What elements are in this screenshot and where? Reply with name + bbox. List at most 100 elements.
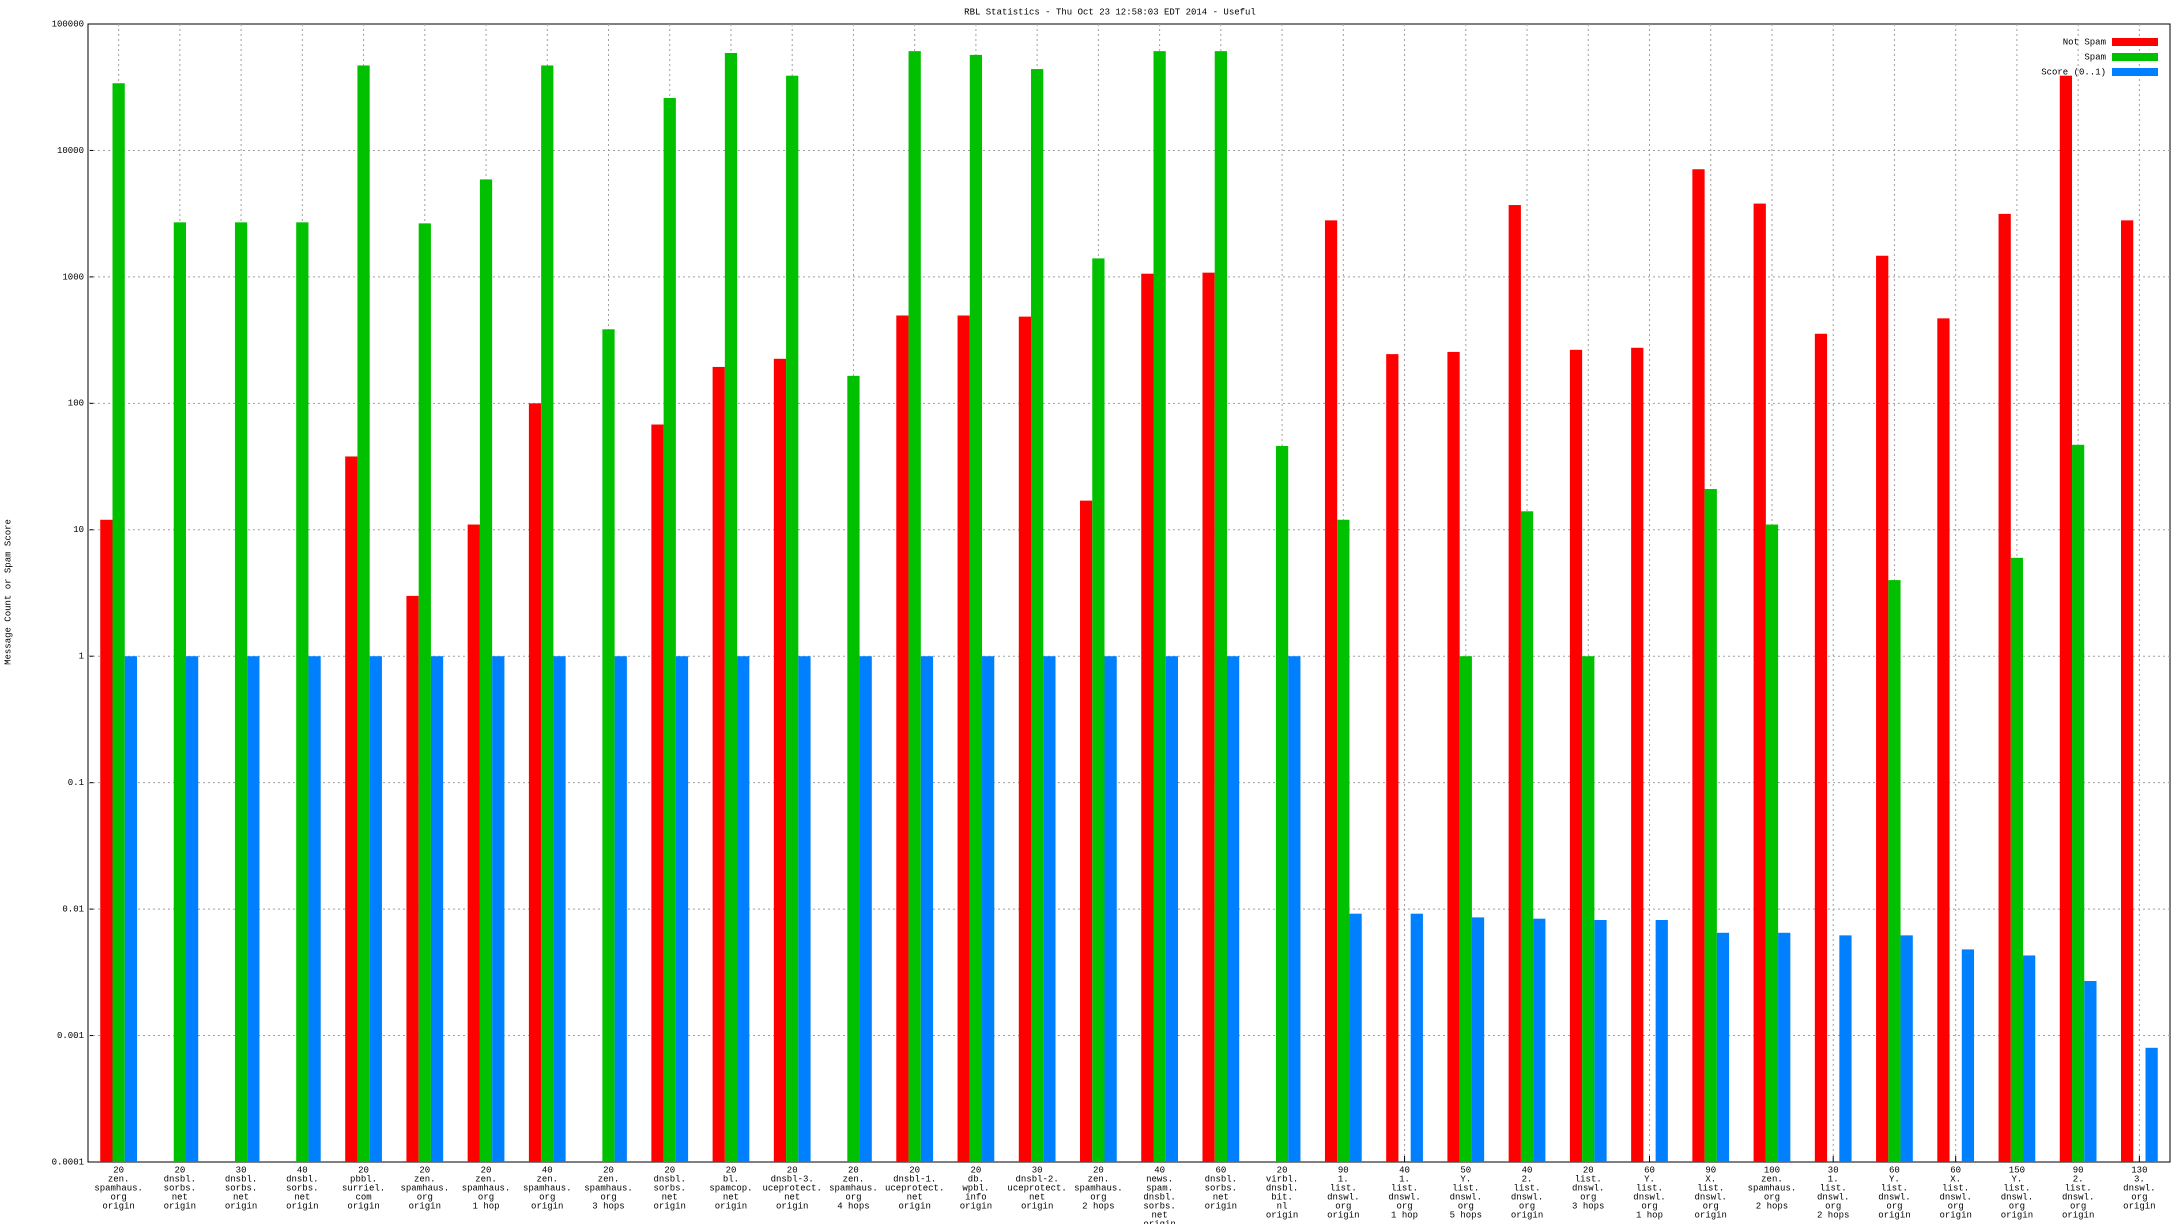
x-tick-label: 50 bbox=[1460, 1165, 1471, 1175]
bar bbox=[430, 656, 444, 1162]
y-tick-label: 0.001 bbox=[57, 1031, 84, 1041]
bar bbox=[1031, 69, 1044, 1163]
x-tick-label: 20 bbox=[603, 1165, 614, 1175]
bar bbox=[1753, 203, 1766, 1162]
bar bbox=[1324, 220, 1338, 1162]
bar bbox=[1704, 489, 1717, 1163]
bar bbox=[1716, 932, 1730, 1162]
x-tick-label: virbl. bbox=[1266, 1174, 1298, 1184]
bar bbox=[1998, 213, 2011, 1162]
x-tick-label: spamcop. bbox=[709, 1183, 752, 1193]
x-tick-label: origin bbox=[531, 1201, 563, 1211]
x-tick-label: 30 bbox=[1828, 1165, 1839, 1175]
x-tick-label: zen. bbox=[1761, 1174, 1783, 1184]
x-tick-label: 40 bbox=[542, 1165, 553, 1175]
x-tick-label: list. bbox=[1575, 1174, 1602, 1184]
bar bbox=[1778, 932, 1791, 1162]
bar bbox=[357, 65, 370, 1162]
x-tick-label: spamhaus. bbox=[1748, 1183, 1797, 1193]
x-tick-label: 30 bbox=[236, 1165, 247, 1175]
bar bbox=[1337, 519, 1350, 1162]
x-tick-label: 2. bbox=[2073, 1174, 2084, 1184]
x-tick-label: Y. bbox=[1889, 1174, 1900, 1184]
x-tick-label: dnswl. bbox=[1878, 1192, 1910, 1202]
x-tick-label: 90 bbox=[1705, 1165, 1716, 1175]
bar bbox=[920, 656, 934, 1162]
x-tick-label: org bbox=[2131, 1192, 2147, 1202]
x-tick-label: list. bbox=[1881, 1183, 1908, 1193]
x-tick-label: origin bbox=[898, 1201, 930, 1211]
x-tick-label: 20 bbox=[787, 1165, 798, 1175]
x-tick-label: 1 hop bbox=[1636, 1210, 1663, 1220]
x-tick-label: 20 bbox=[1583, 1165, 1594, 1175]
bar bbox=[1349, 913, 1362, 1162]
x-tick-label: dnsbl. bbox=[1143, 1192, 1175, 1202]
x-tick-label: origin bbox=[1878, 1210, 1910, 1220]
x-tick-label: org bbox=[111, 1192, 127, 1202]
bar bbox=[908, 51, 921, 1163]
bar bbox=[1202, 272, 1215, 1163]
x-tick-label: org bbox=[1519, 1201, 1535, 1211]
x-tick-label: 2 hops bbox=[1082, 1201, 1114, 1211]
x-tick-label: org bbox=[1886, 1201, 1902, 1211]
bar bbox=[1961, 949, 1975, 1162]
bar bbox=[100, 519, 113, 1162]
bar bbox=[1018, 316, 1032, 1162]
bar bbox=[651, 424, 664, 1162]
y-tick-label: 0.01 bbox=[62, 904, 84, 914]
x-tick-label: dnswl. bbox=[2123, 1183, 2155, 1193]
x-tick-label: spamhaus. bbox=[584, 1183, 633, 1193]
bar bbox=[345, 456, 358, 1162]
x-tick-label: uceprotect. bbox=[762, 1183, 821, 1193]
x-tick-label: bit. bbox=[1271, 1192, 1293, 1202]
bar bbox=[2084, 981, 2097, 1162]
bar bbox=[1508, 205, 1521, 1162]
x-tick-label: sorbs. bbox=[286, 1183, 318, 1193]
x-tick-label: origin bbox=[2062, 1210, 2094, 1220]
x-tick-label: list. bbox=[2065, 1183, 2092, 1193]
x-tick-label: spamhaus. bbox=[462, 1183, 511, 1193]
x-tick-label: sorbs. bbox=[164, 1183, 196, 1193]
bar bbox=[614, 656, 627, 1162]
x-tick-label: list. bbox=[1330, 1183, 1357, 1193]
bar bbox=[602, 329, 615, 1163]
bar bbox=[1288, 656, 1301, 1162]
bar bbox=[1043, 656, 1056, 1162]
x-tick-label: 20 bbox=[481, 1165, 492, 1175]
bar bbox=[1459, 656, 1472, 1162]
legend-swatch bbox=[2112, 53, 2158, 61]
chart-title: RBL Statistics - Thu Oct 23 12:58:03 EDT… bbox=[964, 7, 1256, 17]
x-tick-label: dnswl. bbox=[1695, 1192, 1727, 1202]
x-tick-label: org bbox=[1580, 1192, 1596, 1202]
x-tick-label: 2. bbox=[1522, 1174, 1533, 1184]
x-tick-label: org bbox=[2070, 1201, 2086, 1211]
bar bbox=[308, 656, 321, 1162]
x-tick-label: 40 bbox=[1399, 1165, 1410, 1175]
x-tick-label: org bbox=[1764, 1192, 1780, 1202]
x-tick-label: org bbox=[417, 1192, 433, 1202]
x-tick-label: zen. bbox=[108, 1174, 130, 1184]
x-tick-label: wpbl. bbox=[962, 1183, 989, 1193]
x-tick-label: origin bbox=[715, 1201, 747, 1211]
x-tick-label: org bbox=[1458, 1201, 1474, 1211]
x-tick-label: origin bbox=[1205, 1201, 1237, 1211]
x-tick-label: org bbox=[845, 1192, 861, 1202]
x-tick-label: Y. bbox=[2012, 1174, 2023, 1184]
bar bbox=[1104, 656, 1117, 1162]
y-tick-label: 1 bbox=[79, 652, 84, 662]
x-tick-label: 20 bbox=[726, 1165, 737, 1175]
x-tick-label: uceprotect. bbox=[1007, 1183, 1066, 1193]
x-tick-label: dnswl. bbox=[1388, 1192, 1420, 1202]
bar bbox=[492, 656, 505, 1162]
bar bbox=[737, 656, 750, 1162]
x-tick-label: 20 bbox=[358, 1165, 369, 1175]
bar bbox=[1520, 511, 1534, 1163]
bar bbox=[2121, 220, 2134, 1162]
bar bbox=[1876, 255, 1889, 1162]
x-tick-label: dnswl. bbox=[2001, 1192, 2033, 1202]
x-tick-label: list. bbox=[1514, 1183, 1541, 1193]
x-tick-label: X. bbox=[1950, 1174, 1961, 1184]
x-tick-label: list. bbox=[2003, 1183, 2030, 1193]
x-tick-label: origin bbox=[1266, 1210, 1298, 1220]
bar bbox=[957, 315, 970, 1162]
